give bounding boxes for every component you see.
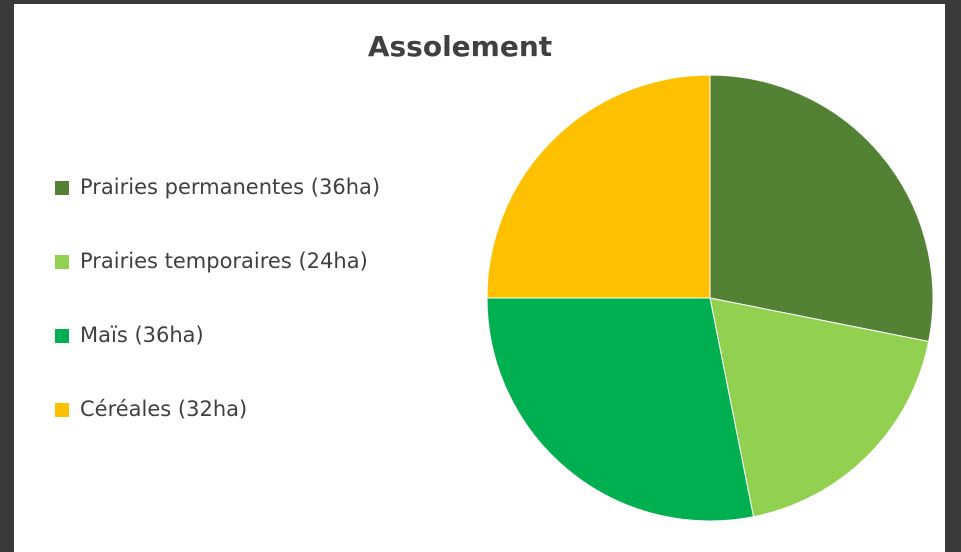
legend-label: Prairies permanentes (36ha) [80,175,380,199]
chart-title: Assolement [368,30,552,63]
legend-swatch [55,403,69,417]
pie-slice [709,74,934,343]
legend-label: Céréales (32ha) [80,397,247,421]
legend-swatch [55,255,69,269]
legend-swatch [55,329,69,343]
pie-slice [709,297,930,518]
legend-label: Prairies temporaires (24ha) [80,249,368,273]
legend-swatch [55,181,69,195]
legend-label: Maïs (36ha) [80,323,204,347]
pie-slice [486,297,755,522]
pie-slice [486,74,711,299]
